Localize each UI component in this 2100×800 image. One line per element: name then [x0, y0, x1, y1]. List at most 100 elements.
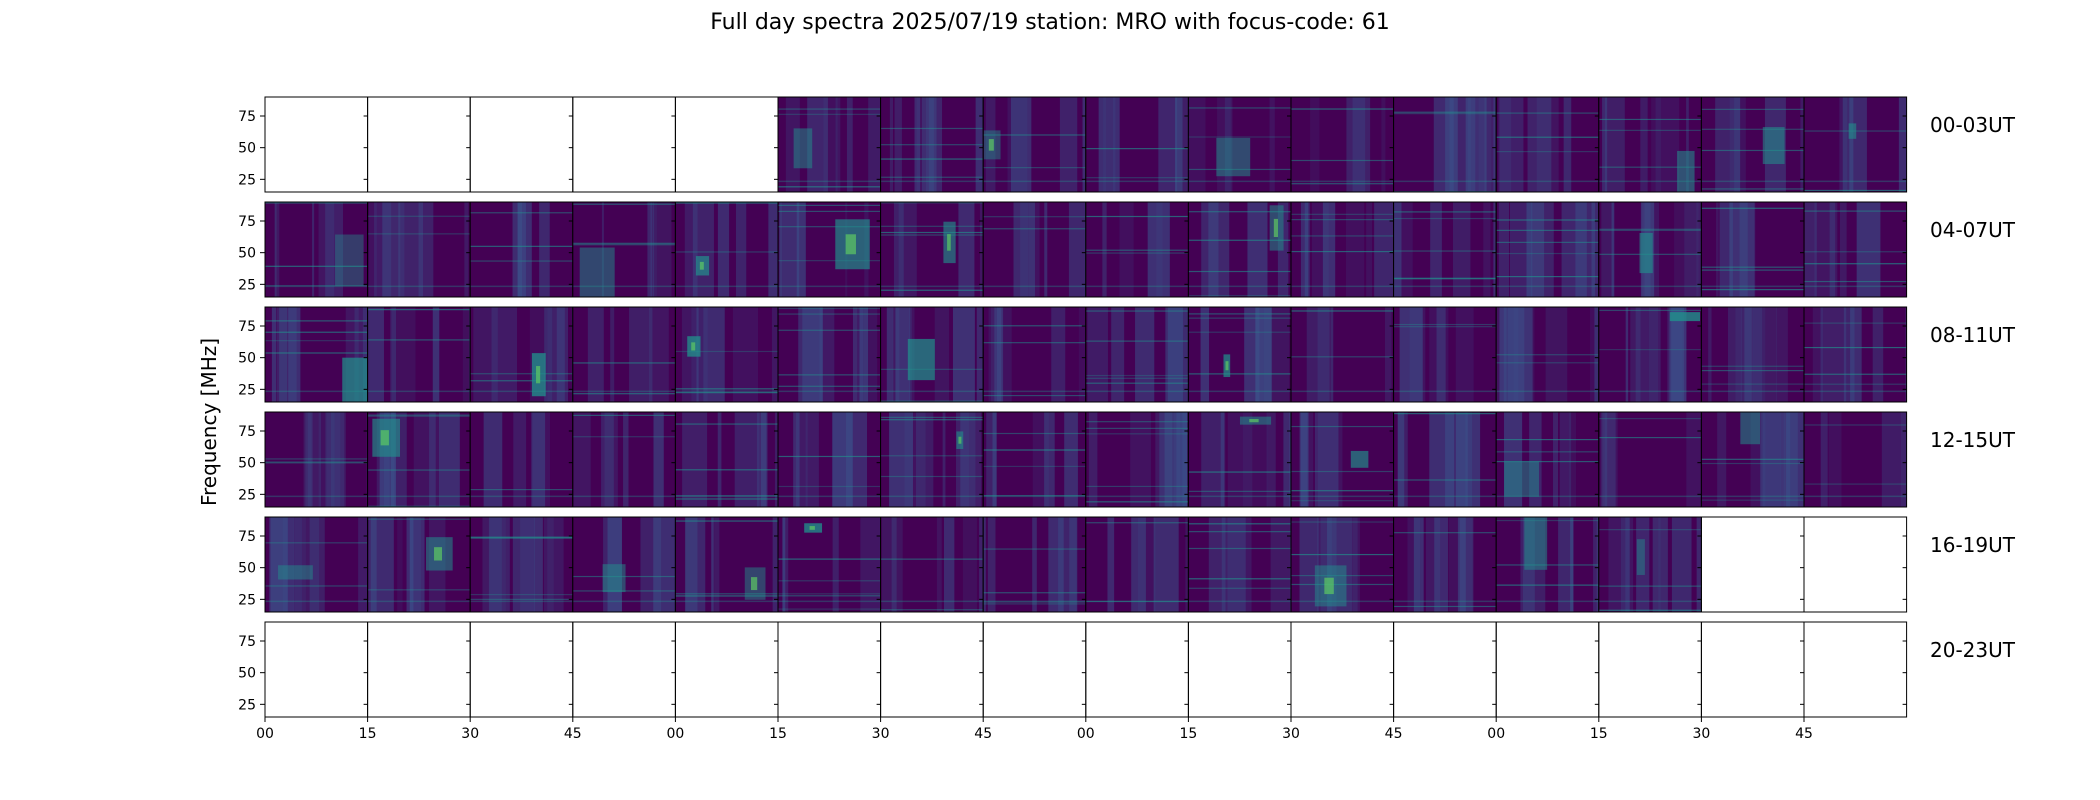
- spectrum-band: [1499, 97, 1512, 192]
- spectrum-band: [374, 202, 392, 297]
- spectrum-band: [796, 412, 819, 507]
- spectrum-line: [778, 608, 881, 610]
- spectrum-line: [265, 462, 368, 464]
- spectrum-line: [983, 449, 1086, 451]
- spectrum-band: [1804, 202, 1817, 297]
- spectrum-band: [462, 307, 471, 402]
- spectrum-noise: [1393, 495, 1497, 498]
- spectrum-line: [778, 186, 881, 188]
- spectrum-line: [983, 465, 1086, 468]
- x-tick-label: 45: [1795, 726, 1813, 742]
- y-tick-label: 25: [238, 697, 256, 713]
- spectrum-line: [880, 202, 984, 204]
- spectrum-band: [852, 307, 858, 402]
- spectrum-line: [880, 176, 984, 178]
- spectrum-line: [572, 436, 676, 438]
- spectrum-band: [1330, 307, 1334, 402]
- spectrum-line: [265, 542, 368, 544]
- spectrum-line: [1496, 241, 1599, 243]
- spectrum-line: [778, 595, 881, 597]
- spectrum-band: [1727, 307, 1752, 402]
- spectrum-line: [1085, 252, 1189, 254]
- spectrum-line: [265, 458, 368, 460]
- spectrum-line: [675, 495, 778, 497]
- spectrum-line: [265, 461, 368, 463]
- spectrum-line: [1393, 532, 1497, 534]
- spectrum-band: [1058, 517, 1078, 612]
- spectrum-band: [1176, 412, 1188, 507]
- spectrum-line: [1701, 108, 1804, 110]
- spectrum-line: [1496, 229, 1599, 231]
- spectrum-band: [464, 202, 469, 297]
- spectrum-panel: [1085, 412, 1189, 507]
- spectrum-background: [983, 202, 1086, 297]
- x-tick-label: 30: [1282, 726, 1300, 742]
- panel-frame: [1803, 516, 1908, 613]
- spectrum-panel: [1188, 97, 1291, 192]
- spectrum-line: [675, 392, 778, 394]
- spectrum-band: [772, 517, 779, 612]
- spectrum-background: [367, 202, 471, 297]
- spectrum-noise: [1701, 180, 1804, 183]
- panel-frame: [1495, 621, 1600, 718]
- spectrum-band: [863, 307, 878, 402]
- spectrum-band: [1744, 307, 1754, 402]
- spectrum-band: [1044, 412, 1055, 507]
- spectrum-band: [1413, 517, 1424, 612]
- spectrum-band: [893, 202, 904, 297]
- spectrum-panel: [1085, 517, 1189, 612]
- spectrum-panel: [1496, 202, 1599, 297]
- spectrum-band: [1856, 202, 1881, 297]
- spectrum-line: [880, 225, 984, 227]
- spectrum-band: [987, 517, 996, 612]
- spectrum-line: [470, 373, 573, 375]
- y-tick-label: 50: [238, 456, 256, 472]
- spectrum-line: [778, 210, 881, 212]
- spectrum-line: [675, 350, 778, 353]
- spectrum-band: [892, 307, 900, 402]
- y-tick-label: 75: [238, 319, 256, 335]
- spectrum-noise: [778, 600, 881, 603]
- spectrum-band: [1872, 307, 1884, 402]
- spectrum-band: [647, 202, 657, 297]
- spectrum-line: [880, 455, 984, 457]
- spectrum-panel: [1393, 97, 1497, 192]
- spectrum-noise: [1291, 495, 1394, 498]
- spectrum-band: [1686, 97, 1689, 192]
- spectrum-line: [1496, 276, 1599, 278]
- spectrum-line: [675, 498, 778, 500]
- spectrum-burst-peak: [988, 139, 994, 151]
- spectrum-band: [1671, 307, 1684, 402]
- spectrum-band: [1137, 517, 1156, 612]
- spectrum-line: [1085, 377, 1189, 379]
- spectrum-band: [1242, 412, 1268, 507]
- spectrum-line: [1291, 235, 1394, 237]
- spectrum-band: [1708, 307, 1712, 402]
- spectrum-line: [1804, 346, 1907, 349]
- spectrum-band: [886, 307, 894, 402]
- spectrum-band: [1434, 517, 1448, 612]
- spectrum-band: [1048, 517, 1064, 612]
- spectrum-band: [1381, 97, 1386, 192]
- spectrum-line: [1188, 331, 1291, 333]
- spectrum-band: [846, 97, 853, 192]
- spectrum-line: [880, 158, 984, 160]
- spectrum-noise: [1393, 600, 1497, 603]
- spectrum-line: [1291, 356, 1394, 358]
- spectrum-line: [778, 313, 881, 315]
- spectrum-noise: [880, 285, 984, 288]
- spectrum-band: [986, 412, 997, 507]
- spectrum-band: [1028, 202, 1040, 297]
- spectrum-line: [470, 537, 573, 539]
- panel-frame: [674, 96, 779, 193]
- panel-frame: [1803, 201, 1908, 298]
- spectrum-burst: [1740, 412, 1761, 445]
- spectrum-line: [1291, 250, 1394, 253]
- spectrum-line: [1804, 483, 1907, 485]
- spectrum-band: [1087, 307, 1108, 402]
- spectrum-panel: [778, 412, 881, 507]
- spectrum-line: [1085, 427, 1189, 429]
- spectrum-noise: [778, 495, 881, 498]
- spectrum-noise: [367, 285, 471, 288]
- spectrum-line: [1804, 189, 1907, 192]
